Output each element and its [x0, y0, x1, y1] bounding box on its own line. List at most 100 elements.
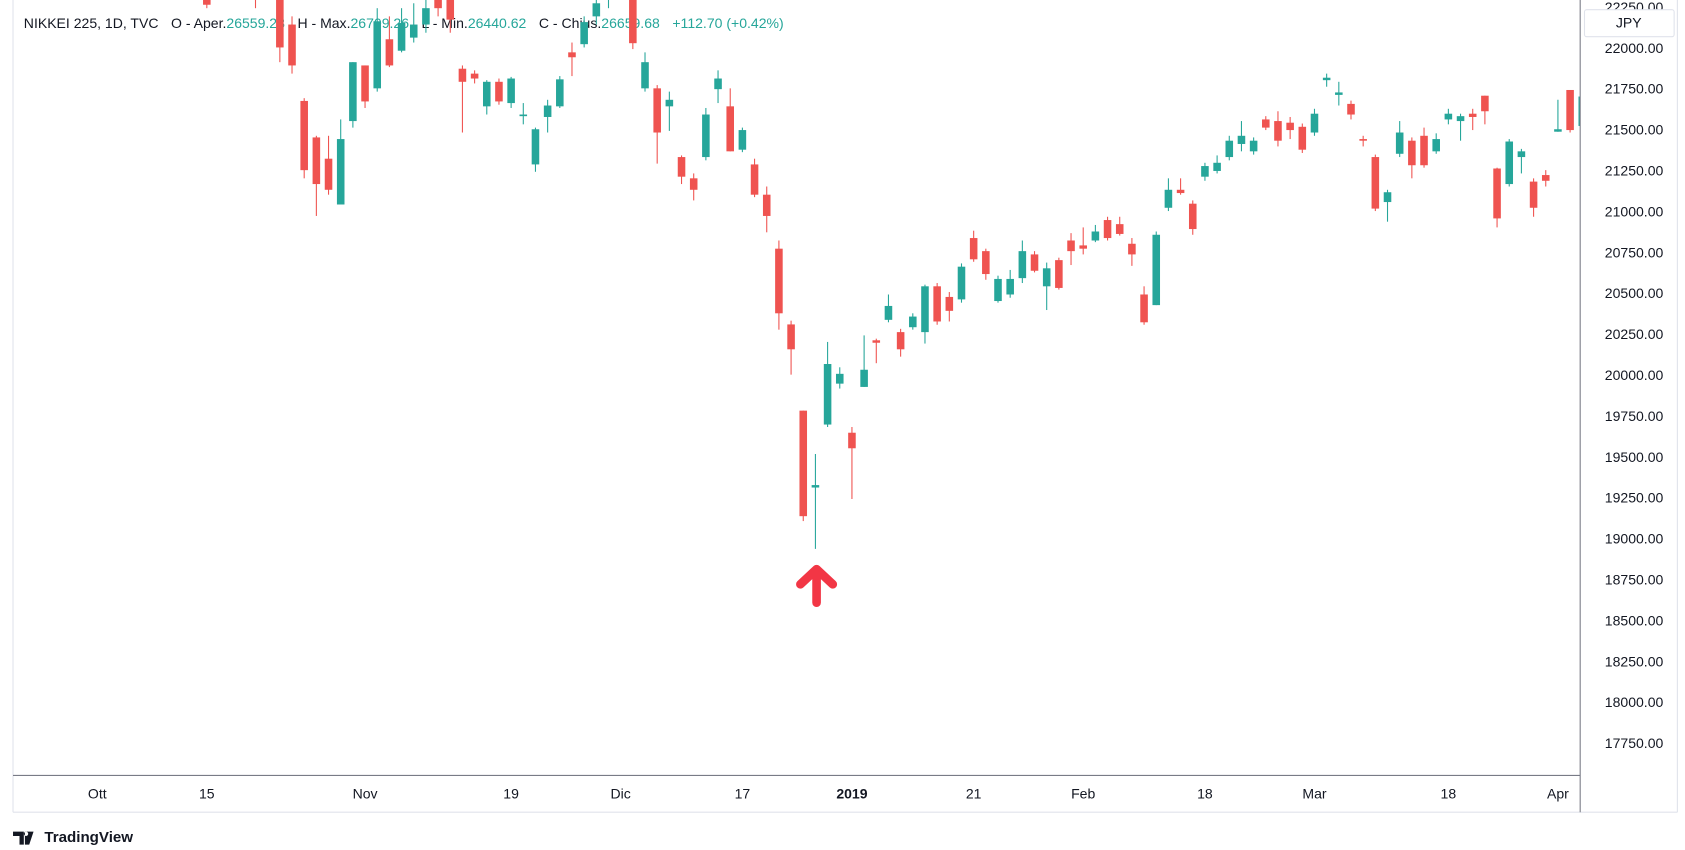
candle-body [1128, 243, 1136, 255]
candle-body [276, 0, 284, 48]
candle-body [1030, 254, 1039, 271]
candle-body [677, 157, 686, 177]
candle-body [957, 266, 966, 300]
candle-body [1517, 151, 1526, 158]
x-tick-label: 17 [735, 786, 751, 802]
candle-body [556, 79, 564, 107]
candle-body [848, 432, 856, 449]
x-tick-label: 18 [1441, 786, 1457, 802]
x-tick-label: Mar [1302, 786, 1326, 802]
candle-body [1262, 119, 1270, 128]
candle-body [653, 88, 661, 133]
time-axis: Ott 15 Nov 19 Dic 17 2019 21 Feb 18 Mar 18 Apr [88, 786, 1569, 802]
candle-body [1554, 129, 1562, 132]
candle-body [300, 100, 308, 171]
y-tick-label: 17750.00 [1605, 735, 1664, 751]
candle-body [568, 52, 576, 58]
candle-body [1249, 140, 1258, 152]
candle-body [324, 158, 333, 190]
candle-body [203, 0, 211, 5]
candle-body [969, 238, 978, 260]
y-tick-label: 18000.00 [1605, 694, 1664, 710]
x-tick-label: Ott [88, 786, 107, 802]
candle-body [982, 251, 990, 275]
close-label: C - Chius. [539, 14, 601, 30]
candle-body [945, 296, 954, 311]
candle-body [860, 369, 868, 387]
y-tick-label: 19750.00 [1605, 408, 1664, 424]
candle-body [775, 248, 783, 314]
candle-body [1468, 113, 1477, 117]
candle-body [811, 485, 820, 488]
candle-body [1529, 181, 1538, 208]
candle-body [495, 81, 503, 102]
candle-body [884, 305, 893, 320]
candle-body [519, 114, 528, 117]
candle-body [1237, 135, 1246, 144]
candle-body [1152, 234, 1161, 306]
change-value: +112.70 (+0.42%) [672, 14, 783, 30]
candle-body [799, 410, 808, 517]
up-arrow [796, 564, 838, 607]
candle-body [434, 0, 442, 9]
candle-body [1371, 157, 1380, 209]
candle-body [689, 178, 698, 190]
y-tick-label: 19250.00 [1605, 490, 1664, 506]
candle-body [361, 65, 369, 102]
candle-body [470, 73, 479, 79]
candle-body [1188, 203, 1197, 230]
candle-body [738, 130, 747, 150]
high-label: H - Max. [297, 14, 350, 30]
open-value: 26559.23 [226, 14, 285, 30]
candle-body [787, 324, 795, 350]
candle-body [1091, 231, 1100, 241]
candle-body [458, 68, 467, 82]
candle-body [580, 22, 588, 45]
candle-body [1310, 113, 1319, 133]
candle-body [1176, 189, 1185, 194]
candle-body [1541, 175, 1550, 181]
y-tick-label: 21750.00 [1605, 81, 1664, 97]
candle-body [482, 81, 491, 107]
candle-body [1103, 220, 1112, 239]
candle-body [835, 373, 844, 384]
candle-body [1286, 122, 1294, 131]
brand-icon [13, 831, 34, 845]
candle-body [336, 139, 345, 205]
x-tick-label: 2019 [836, 786, 867, 802]
candle-body [921, 286, 929, 333]
candle-body [1383, 192, 1392, 203]
y-tick-label: 22000.00 [1605, 40, 1664, 56]
candle-body [531, 129, 540, 165]
candle-body [446, 0, 455, 20]
candle-body [397, 22, 406, 51]
x-tick-label: 21 [966, 786, 982, 802]
symbol: NIKKEI 225, 1D, TVC [24, 14, 159, 30]
candle-body [1444, 113, 1453, 120]
candle-body [1505, 141, 1514, 185]
candle-body [1395, 132, 1404, 154]
candle-body [1225, 140, 1234, 158]
candle-body [629, 0, 637, 44]
y-tick-label: 20250.00 [1605, 326, 1664, 342]
candle-body [702, 114, 710, 158]
candle-body [1408, 140, 1416, 166]
candle-body [1298, 126, 1307, 150]
candle-body [726, 106, 734, 152]
candle-body [592, 3, 601, 17]
x-tick-label: Feb [1071, 786, 1095, 802]
candle-body [1042, 268, 1051, 287]
candle-body [1566, 89, 1574, 131]
y-tick-label: 18250.00 [1605, 653, 1664, 669]
candle-body [385, 39, 394, 66]
candle-body [823, 364, 832, 425]
candle-body [1140, 294, 1148, 323]
candle-body [1335, 92, 1343, 95]
candle-body [665, 99, 674, 107]
candle-body [994, 278, 1002, 302]
candle-body [288, 24, 296, 66]
y-tick-label: 19500.00 [1605, 449, 1664, 465]
candle-body [543, 105, 552, 117]
